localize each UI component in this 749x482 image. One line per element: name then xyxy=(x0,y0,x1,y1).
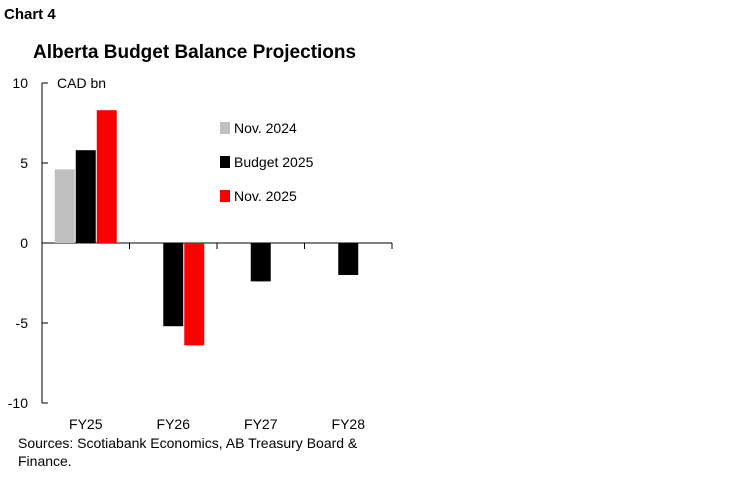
y-tick-label: -10 xyxy=(8,395,28,411)
bar-fy25-budget-2025 xyxy=(75,150,96,243)
bar-chart: 10 5 0 -5 -10 FY25 FY26 FY27 FY28 Nov. 2024 Budget… xyxy=(8,75,393,430)
bar-fy26-nov-2025 xyxy=(184,243,205,346)
legend-label: Budget 2025 xyxy=(234,154,314,170)
chart-title: Alberta Budget Balance Projections xyxy=(33,42,357,63)
chart-number: Chart 4 xyxy=(4,6,56,23)
legend-swatch xyxy=(220,156,230,168)
source-note: Sources: Scotiabank Economics, AB Treasu… xyxy=(18,435,358,469)
x-tick-label: FY27 xyxy=(244,416,278,430)
bar-fy25-nov-2024 xyxy=(54,169,75,243)
bar-fy27-budget-2025 xyxy=(250,243,271,282)
bar-fy28-budget-2025 xyxy=(338,243,359,275)
legend-swatch xyxy=(220,122,230,134)
legend-swatch xyxy=(220,190,230,202)
legend-label: Nov. 2025 xyxy=(234,188,297,204)
bar-fy25-nov-2025 xyxy=(96,110,117,243)
y-tick-label: 10 xyxy=(12,75,28,91)
y-tick-label: -5 xyxy=(16,315,29,331)
x-tick-label: FY28 xyxy=(332,416,366,430)
y-axis-unit-label: CAD bn xyxy=(57,75,107,91)
x-tick-label: FY25 xyxy=(69,416,103,430)
bar-fy26-budget-2025 xyxy=(163,243,184,327)
legend-label: Nov. 2024 xyxy=(234,120,297,136)
x-tick-label: FY26 xyxy=(157,416,191,430)
y-tick-label: 5 xyxy=(20,155,28,171)
y-tick-label: 0 xyxy=(20,235,28,251)
